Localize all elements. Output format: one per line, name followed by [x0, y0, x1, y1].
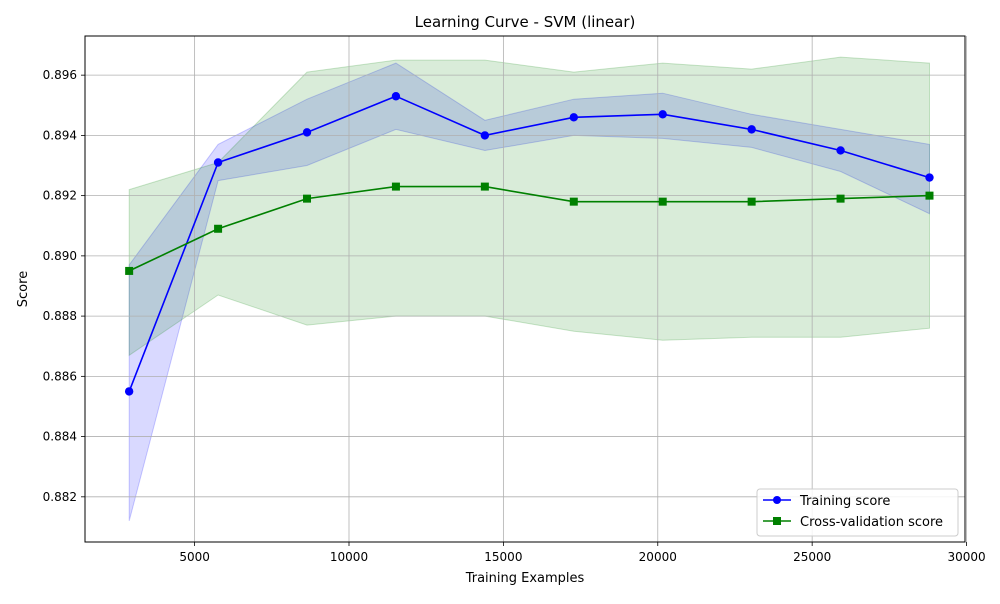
point-cv — [925, 191, 934, 200]
point-cv — [391, 182, 400, 191]
confidence-bands — [128, 56, 930, 522]
point-cv — [569, 197, 578, 206]
y-tick-label: 0.888 — [43, 309, 77, 323]
point-cv — [214, 224, 223, 233]
point-training — [302, 128, 312, 137]
band-cv — [128, 56, 930, 357]
point-training — [836, 146, 845, 155]
legend: Training score Cross-validation score — [756, 488, 959, 537]
point-cv — [836, 194, 845, 203]
y-axis-ticks: 0.882 0.884 0.886 0.888 0.890 0.892 0.894 0.896 — [43, 68, 85, 504]
y-tick-label: 0.892 — [43, 189, 77, 203]
x-tick-label: 5000 — [179, 550, 210, 564]
point-training — [124, 387, 134, 396]
legend-marker-training — [773, 496, 781, 504]
chart-title: Learning Curve - SVM (linear) — [415, 13, 636, 31]
grid-lines — [85, 36, 967, 542]
series-line-cv — [128, 185, 930, 272]
point-cv — [747, 197, 756, 206]
point-cv — [125, 266, 134, 275]
x-tick-label: 10000 — [330, 550, 368, 564]
point-cv — [480, 182, 489, 191]
y-tick-label: 0.896 — [43, 68, 77, 82]
x-tick-label: 30000 — [947, 550, 985, 564]
y-tick-label: 0.890 — [43, 249, 77, 263]
point-training — [747, 125, 756, 134]
point-training — [925, 173, 934, 182]
point-training — [213, 158, 223, 167]
series-lines — [128, 95, 930, 392]
plot-frame — [84, 35, 966, 543]
point-training — [480, 131, 490, 140]
legend-box — [756, 488, 959, 537]
point-training — [569, 113, 578, 122]
x-axis-ticks: 5000 10000 15000 20000 25000 30000 — [179, 542, 986, 564]
y-tick-label: 0.886 — [43, 369, 77, 383]
legend-label-cv: Cross-validation score — [800, 515, 943, 530]
point-training — [391, 92, 401, 101]
band-training — [128, 62, 930, 522]
legend-label-training: Training score — [799, 494, 890, 509]
y-tick-label: 0.884 — [43, 430, 77, 444]
x-tick-label: 20000 — [639, 550, 677, 564]
x-axis-label: Training Examples — [465, 571, 585, 586]
series-line-training — [128, 95, 930, 392]
legend-marker-cv — [773, 517, 781, 525]
x-tick-label: 15000 — [484, 550, 522, 564]
series-markers — [124, 92, 934, 396]
point-cv — [658, 197, 667, 206]
point-cv — [303, 194, 312, 203]
y-tick-label: 0.882 — [43, 490, 77, 504]
y-tick-label: 0.894 — [43, 128, 77, 142]
y-axis-label: Score — [16, 271, 31, 307]
x-tick-label: 25000 — [793, 550, 831, 564]
point-training — [658, 110, 667, 119]
